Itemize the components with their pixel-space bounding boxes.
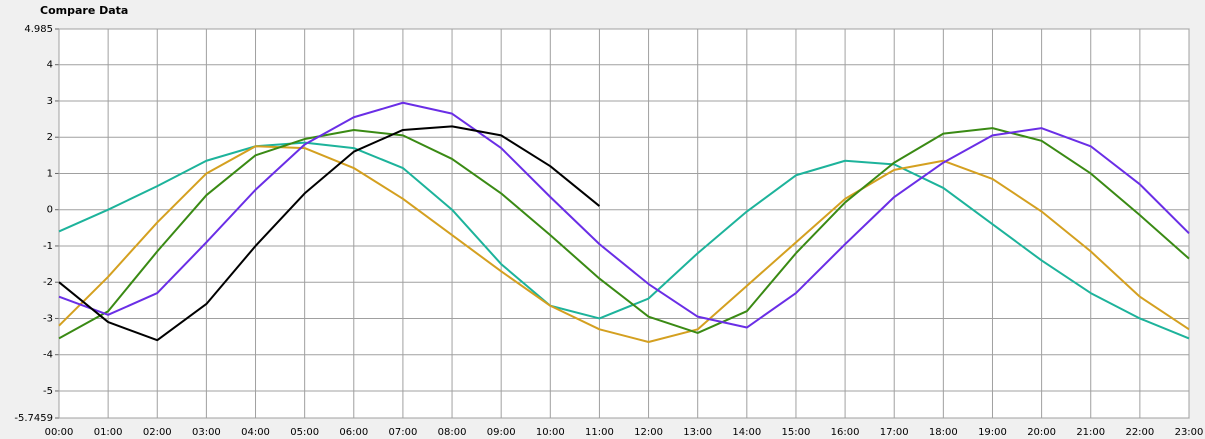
y-tick-label: -4 (43, 350, 53, 361)
x-tick-label: 21:00 (1076, 427, 1105, 438)
plot-area (58, 28, 1190, 419)
x-tick-label: 09:00 (487, 427, 516, 438)
y-tick-label: 3 (47, 96, 53, 107)
x-tick-label: 07:00 (388, 427, 417, 438)
x-tick-label: 20:00 (1027, 427, 1056, 438)
y-tick-label: -2 (43, 277, 53, 288)
x-tick-label: 01:00 (94, 427, 123, 438)
x-tick-label: 15:00 (782, 427, 811, 438)
x-tick-label: 18:00 (929, 427, 958, 438)
x-tick-label: 10:00 (536, 427, 565, 438)
x-tick-label: 08:00 (438, 427, 467, 438)
line-series (58, 101, 1190, 329)
x-tick-label: 04:00 (241, 427, 270, 438)
y-tick-label: 2 (47, 132, 53, 143)
y-tick-label: -3 (43, 313, 53, 324)
line-series (58, 145, 1190, 344)
x-tick-label: 03:00 (192, 427, 221, 438)
y-tick-label: -5.7459 (14, 413, 53, 424)
y-tick-label: 4 (47, 60, 53, 71)
x-tick-label: 22:00 (1125, 427, 1154, 438)
y-tick-label: -1 (43, 241, 53, 252)
y-tick-label: 4.985 (24, 24, 53, 35)
x-tick-label: 16:00 (831, 427, 860, 438)
y-tick-label: 1 (47, 168, 53, 179)
chart-title: Compare Data (40, 4, 128, 17)
x-tick-label: 17:00 (880, 427, 909, 438)
x-tick-label: 23:00 (1175, 427, 1204, 438)
line-series (58, 141, 1190, 340)
x-tick-label: 05:00 (290, 427, 319, 438)
x-tick-label: 00:00 (45, 427, 74, 438)
x-tick-label: 13:00 (683, 427, 712, 438)
x-tick-label: 06:00 (339, 427, 368, 438)
line-series (58, 125, 601, 342)
x-tick-label: 11:00 (585, 427, 614, 438)
x-tick-label: 19:00 (978, 427, 1007, 438)
x-tick-label: 12:00 (634, 427, 663, 438)
x-tick-label: 14:00 (732, 427, 761, 438)
y-tick-label: 0 (47, 205, 53, 216)
line-series (58, 127, 1190, 340)
y-tick-label: -5 (43, 386, 53, 397)
x-tick-label: 02:00 (143, 427, 172, 438)
